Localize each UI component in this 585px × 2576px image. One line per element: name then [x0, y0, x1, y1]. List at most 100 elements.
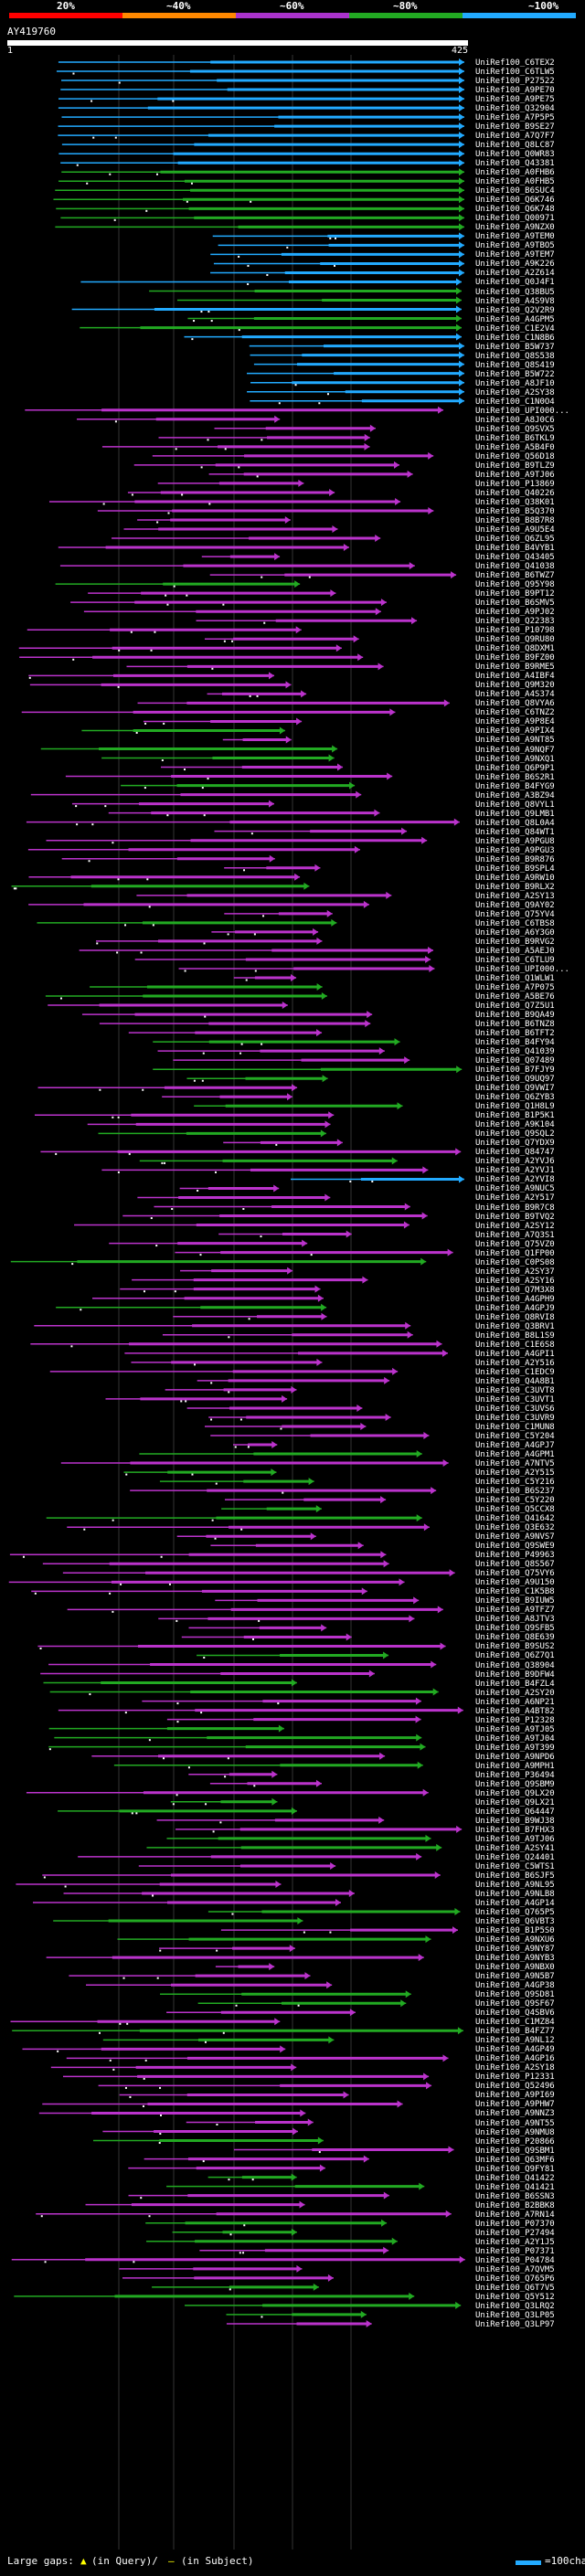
hit-label[interactable]: UniRef100_A7QVM5 — [475, 2264, 555, 2274]
hit-label[interactable]: UniRef100_A9NMU8 — [475, 2127, 555, 2137]
hit-label[interactable]: UniRef100_C6TNZ2 — [475, 708, 555, 718]
hit-label[interactable]: UniRef100_A9TJ06 — [475, 1834, 555, 1844]
hit-label[interactable]: UniRef100_Q3E632 — [475, 1523, 555, 1533]
hit-label[interactable]: UniRef100_A4GPJ7 — [475, 1441, 555, 1451]
hit-label[interactable]: UniRef100_P20866 — [475, 2136, 555, 2147]
hit-label[interactable]: UniRef100_A9K226 — [475, 260, 555, 270]
hit-label[interactable]: UniRef100_Q9UQ97 — [475, 1075, 555, 1085]
hit-label[interactable]: UniRef100_A9TEM0 — [475, 232, 555, 242]
hit-label[interactable]: UniRef100_A9NPD6 — [475, 1752, 555, 1762]
hit-label[interactable]: UniRef100_B9DFW4 — [475, 1670, 555, 1680]
hit-label[interactable]: UniRef100_A9NYB3 — [475, 1954, 555, 1964]
hit-label[interactable]: UniRef100_Q9LX21 — [475, 1797, 555, 1807]
hit-label[interactable]: UniRef100_A9NY87 — [475, 1945, 555, 1955]
hit-label[interactable]: UniRef100_A9TFZ7 — [475, 1606, 555, 1616]
hit-label[interactable]: UniRef100_B9TVQ2 — [475, 1212, 555, 1222]
hit-label[interactable]: UniRef100_B9FZ00 — [475, 653, 555, 663]
hit-label[interactable]: UniRef100_Q6ZYB3 — [475, 1093, 555, 1103]
hit-label[interactable]: UniRef100_B6SUC4 — [475, 186, 555, 196]
hit-label[interactable]: UniRef100_Q7M3X8 — [475, 1285, 555, 1295]
hit-label[interactable]: UniRef100_B9RLX2 — [475, 882, 555, 892]
hit-label[interactable]: UniRef100_B8L1S9 — [475, 1330, 555, 1341]
hit-label[interactable]: UniRef100_C5Y216 — [475, 1478, 555, 1488]
hit-label[interactable]: UniRef100_A9NL12 — [475, 2036, 555, 2046]
hit-label[interactable]: UniRef100_Q9SBM1 — [475, 2146, 555, 2156]
hit-label[interactable]: UniRef100_A5AEJ0 — [475, 946, 555, 956]
hit-label[interactable]: UniRef100_C1MZ84 — [475, 2018, 555, 2028]
hit-label[interactable]: UniRef100_A9T399 — [475, 1743, 555, 1753]
hit-label[interactable]: UniRef100_A2SY16 — [475, 1276, 555, 1286]
hit-label[interactable]: UniRef100_B6TKL9 — [475, 433, 555, 443]
hit-label[interactable]: UniRef100_Q6T7V5 — [475, 2283, 555, 2293]
hit-label[interactable]: UniRef100_B1P5K1 — [475, 1111, 555, 1121]
hit-label[interactable]: UniRef100_Q3BRV1 — [475, 1321, 555, 1331]
hit-label[interactable]: UniRef100_A8J0C6 — [475, 415, 555, 425]
hit-label[interactable]: UniRef100_Q9RU80 — [475, 635, 555, 645]
hit-label[interactable]: UniRef100_Q9SBM9 — [475, 1779, 555, 1789]
hit-label[interactable]: UniRef100_A9TJ04 — [475, 1733, 555, 1744]
hit-label[interactable]: UniRef100_Q9FY81 — [475, 2164, 555, 2174]
hit-label[interactable]: UniRef100_B6SJF5 — [475, 1871, 555, 1881]
hit-label[interactable]: UniRef100_A0FHB5 — [475, 177, 555, 187]
hit-label[interactable]: UniRef100_P36494 — [475, 1770, 555, 1780]
hit-label[interactable]: UniRef100_A4GPI1 — [475, 1349, 555, 1359]
hit-label[interactable]: UniRef100_Q00971 — [475, 214, 555, 224]
hit-label[interactable]: UniRef100_A4GP14 — [475, 1899, 555, 1909]
hit-label[interactable]: UniRef100_Q41422 — [475, 2173, 555, 2183]
hit-label[interactable]: UniRef100_A7Q3S1 — [475, 1230, 555, 1240]
hit-label[interactable]: UniRef100_Q43381 — [475, 159, 555, 169]
hit-label[interactable]: UniRef100_Q3LP97 — [475, 2319, 555, 2329]
hit-label[interactable]: UniRef100_A4GPM1 — [475, 1450, 555, 1460]
hit-label[interactable]: UniRef100_Q1WLW1 — [475, 974, 555, 983]
hit-label[interactable]: UniRef100_B4FZ77 — [475, 2027, 555, 2037]
hit-label[interactable]: UniRef100_B6TFT2 — [475, 1029, 555, 1039]
hit-label[interactable]: UniRef100_Q6Z7Q1 — [475, 1651, 555, 1661]
hit-label[interactable]: UniRef100_A2Y1J5 — [475, 2237, 555, 2247]
hit-label[interactable]: UniRef100_A9NUC5 — [475, 1184, 555, 1194]
hit-label[interactable]: UniRef100_Q765P6 — [475, 2274, 555, 2284]
hit-label[interactable]: UniRef100_A4BT82 — [475, 1706, 555, 1716]
hit-label[interactable]: UniRef100_P12331 — [475, 2072, 555, 2083]
hit-label[interactable]: UniRef100_A6Y3G0 — [475, 928, 555, 938]
hit-label[interactable]: UniRef100_P04784 — [475, 2255, 555, 2265]
hit-label[interactable]: UniRef100_A9PJ02 — [475, 608, 555, 618]
hit-label[interactable]: UniRef100_B6SMV5 — [475, 599, 555, 609]
hit-label[interactable]: UniRef100_A9TJ05 — [475, 1724, 555, 1734]
hit-label[interactable]: UniRef100_B9RME5 — [475, 663, 555, 673]
hit-label[interactable]: UniRef100_Q75VY6 — [475, 1569, 555, 1579]
hit-label[interactable]: UniRef100_B9IUW5 — [475, 1596, 555, 1606]
hit-label[interactable]: UniRef100_B4VYB1 — [475, 544, 555, 554]
hit-label[interactable]: UniRef100_A4S9V8 — [475, 296, 555, 306]
hit-label[interactable]: UniRef100_A9NLB8 — [475, 1890, 555, 1899]
hit-label[interactable]: UniRef100_B8B7R8 — [475, 516, 555, 525]
hit-label[interactable]: UniRef100_Q84WT1 — [475, 827, 555, 837]
hit-label[interactable]: UniRef100_A4GP49 — [475, 2045, 555, 2055]
hit-label[interactable]: UniRef100_Q8VYA6 — [475, 699, 555, 709]
hit-label[interactable]: UniRef100_Q7Z5U1 — [475, 1002, 555, 1012]
hit-label[interactable]: UniRef100_Q9LX20 — [475, 1788, 555, 1798]
hit-label[interactable]: UniRef100_A9RW10 — [475, 873, 555, 883]
hit-label[interactable]: UniRef100_A7RN14 — [475, 2210, 555, 2220]
hit-label[interactable]: UniRef100_B9SE27 — [475, 122, 555, 133]
hit-label[interactable]: UniRef100_Q95Y98 — [475, 580, 555, 590]
hit-label[interactable]: UniRef100_A2SY13 — [475, 891, 555, 901]
hit-label[interactable]: UniRef100_UPI000... — [475, 406, 569, 416]
hit-label[interactable]: UniRef100_Q9AY02 — [475, 900, 555, 910]
hit-label[interactable]: UniRef100_Q6P9P1 — [475, 763, 555, 773]
hit-label[interactable]: UniRef100_B2BBK8 — [475, 2200, 555, 2210]
hit-label[interactable]: UniRef100_Q2V2R9 — [475, 305, 555, 315]
hit-label[interactable]: UniRef100_B9TLZ9 — [475, 461, 555, 471]
hit-label[interactable]: UniRef100_Q40226 — [475, 488, 555, 498]
hit-label[interactable]: UniRef100_A0FHB6 — [475, 168, 555, 178]
hit-label[interactable]: UniRef100_Q07489 — [475, 1056, 555, 1066]
hit-label[interactable]: UniRef100_Q9SD81 — [475, 1990, 555, 2000]
hit-label[interactable]: UniRef100_Q41642 — [475, 1514, 555, 1524]
hit-label[interactable]: UniRef100_B7FHX3 — [475, 1825, 555, 1835]
hit-label[interactable]: UniRef100_Q9LMB1 — [475, 809, 555, 819]
hit-label[interactable]: UniRef100_C1E6S8 — [475, 1340, 555, 1350]
hit-label[interactable]: UniRef100_A9NXQ1 — [475, 754, 555, 764]
hit-label[interactable]: UniRef100_A2SY20 — [475, 1688, 555, 1698]
hit-label[interactable]: UniRef100_B6S2R1 — [475, 772, 555, 782]
hit-label[interactable]: UniRef100_Q4A8B1 — [475, 1376, 555, 1386]
hit-label[interactable]: UniRef100_A9TJ06 — [475, 470, 555, 480]
